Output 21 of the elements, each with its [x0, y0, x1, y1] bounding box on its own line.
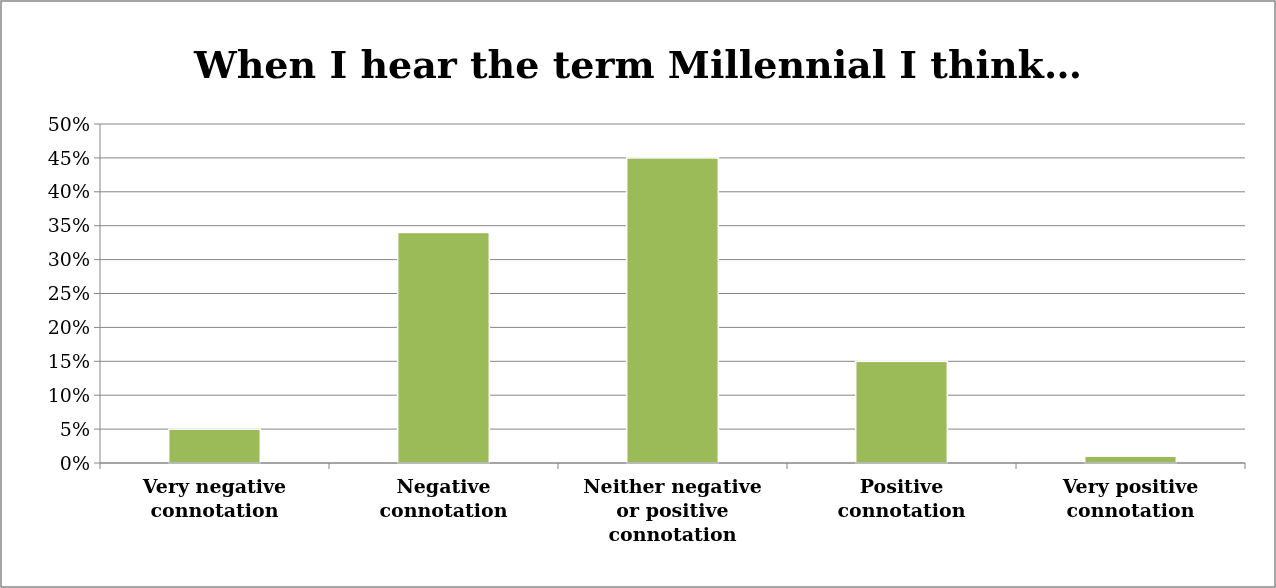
- y-tick-label: 40%: [47, 180, 90, 203]
- y-tick-label: 35%: [47, 214, 90, 237]
- bar: [396, 231, 491, 464]
- y-tick-label: 45%: [47, 146, 90, 169]
- y-tick-label: 10%: [47, 383, 90, 406]
- y-tick-label: 0%: [59, 451, 90, 474]
- x-tick-label: Very positive connotation: [1061, 475, 1199, 521]
- chart-title: When I hear the term Millennial I think…: [193, 42, 1082, 87]
- x-tick-label: Very negative connotation: [141, 475, 287, 521]
- x-tick-label: Neither negative or positive connotation: [583, 475, 762, 545]
- x-tick-label: Positive connotation: [837, 475, 966, 521]
- y-tick-label: 20%: [47, 316, 90, 339]
- y-tick-label: 5%: [59, 417, 90, 440]
- y-tick-label: 25%: [47, 282, 90, 305]
- bar: [625, 157, 720, 464]
- y-tick-label: 50%: [47, 112, 90, 135]
- y-tick-label: 30%: [47, 248, 90, 271]
- bar: [854, 360, 949, 464]
- y-tick-label: 15%: [47, 349, 90, 372]
- x-tick-label: Negative connotation: [379, 475, 508, 521]
- bar: [167, 428, 262, 464]
